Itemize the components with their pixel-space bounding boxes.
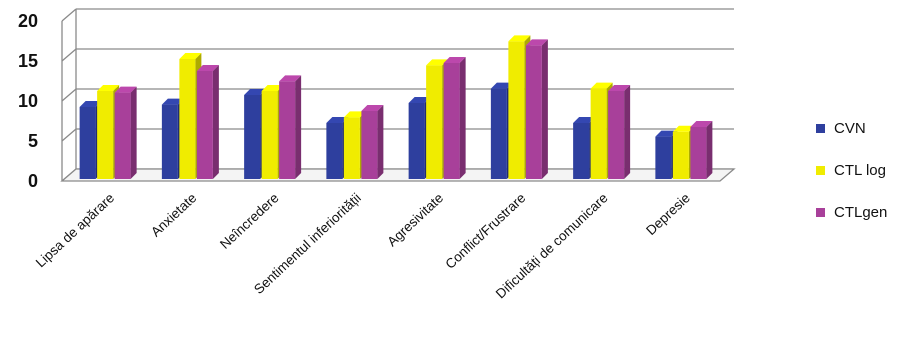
legend-label-ctl-log: CTL log (834, 161, 886, 179)
bar-ctlgen (525, 39, 548, 180)
bar-top (361, 105, 384, 111)
bar-front (244, 95, 261, 179)
legend-swatch-cvn (816, 123, 825, 133)
bar-front (690, 127, 707, 179)
bar-ctlgen (690, 121, 713, 179)
bar-top (196, 65, 219, 71)
bar-top (179, 53, 202, 59)
bar-front (326, 123, 343, 179)
bar-side (541, 39, 548, 180)
bar-front (672, 131, 689, 179)
y-axis-ticks: 0 5 10 15 20 (18, 11, 38, 191)
x-tick-label: Agresivitate (384, 190, 446, 249)
x-tick-label: Depresie (643, 190, 693, 238)
gridline-side (61, 48, 77, 62)
chart-floor-plane (60, 168, 736, 182)
x-tick-label: Conflict/Frustrare (442, 190, 528, 272)
bar-side (624, 85, 631, 179)
legend-label-ctlgen: CTLgen (834, 203, 888, 221)
bar-front (114, 92, 131, 179)
y-tick-label: 15 (18, 51, 38, 71)
bar-front (525, 45, 542, 180)
bar-top (655, 130, 678, 137)
bar-front (590, 88, 607, 179)
bar-front (573, 123, 590, 179)
legend-swatch-ctlgen (816, 207, 825, 217)
bar-top (525, 39, 548, 46)
bar-top (244, 89, 267, 95)
bar-top (490, 82, 513, 89)
bar-top (408, 97, 431, 103)
bar-side (130, 86, 137, 179)
bar-front (426, 65, 443, 179)
bar-ctlgen (114, 86, 137, 179)
legend-item-ctlgen: CTLgen (816, 202, 904, 222)
bar-top (326, 117, 349, 123)
bar-side (377, 105, 384, 179)
bar-top (114, 86, 137, 93)
bar-front (179, 59, 196, 179)
legend-label-cvn: CVN (834, 119, 866, 137)
bar-top (443, 57, 466, 63)
bar-side (459, 57, 466, 179)
x-tick-label: Lipsa de apărare (33, 190, 117, 270)
bar-front (261, 91, 278, 179)
bar-top (261, 85, 284, 91)
bar-front (161, 104, 178, 179)
bar-side (706, 121, 713, 179)
bar-top (79, 101, 102, 107)
bar-front (97, 91, 114, 179)
bar-front (361, 111, 378, 179)
bar-top (97, 85, 120, 91)
bar-top (590, 82, 613, 89)
legend-item-cvn: CVN (816, 118, 904, 138)
y-tick-label: 5 (28, 131, 38, 151)
bar-top (426, 59, 449, 66)
gridline-side (61, 8, 77, 22)
bar-ctlgen (608, 85, 631, 179)
bar-ctlgen (279, 75, 302, 179)
bar-front (655, 136, 672, 179)
y-tick-label: 0 (28, 171, 38, 191)
bar-ctlgen (361, 105, 384, 179)
bar-ctlgen (443, 57, 466, 179)
bar-front (343, 117, 360, 179)
bar-ctlgen (196, 65, 219, 179)
bar-front (443, 63, 460, 179)
bar-front (279, 81, 296, 179)
bar-front (608, 91, 625, 179)
y-tick-label: 20 (18, 11, 38, 31)
bar-front (408, 103, 425, 179)
bar-top (343, 111, 366, 118)
bar-side (212, 65, 219, 179)
x-tick-label: Anxietate (148, 190, 199, 239)
legend-item-ctl-log: CTL log (816, 160, 904, 180)
chart-floor (60, 168, 736, 182)
bar-top (508, 35, 531, 42)
gridline-side (61, 128, 77, 142)
legend: CVN CTL log CTLgen (816, 118, 904, 244)
bar-front (490, 88, 507, 179)
bar-top (672, 125, 695, 132)
gridline-side (61, 88, 77, 102)
bar-top (279, 75, 302, 82)
y-tick-label: 10 (18, 91, 38, 111)
bars (79, 35, 713, 180)
bar-front (196, 71, 213, 179)
bar-side (295, 75, 302, 179)
bar-top (608, 85, 631, 91)
x-axis-ticks: Lipsa de apărare Anxietate NeîncredereSent… (33, 190, 693, 301)
bar-top (573, 117, 596, 123)
bar-top (690, 121, 713, 127)
x-tick-label: Neîncredere (217, 190, 282, 252)
bar-top (161, 98, 184, 105)
bar-front (508, 41, 525, 180)
legend-swatch-ctl-log (816, 165, 825, 175)
bar-front (79, 107, 96, 179)
